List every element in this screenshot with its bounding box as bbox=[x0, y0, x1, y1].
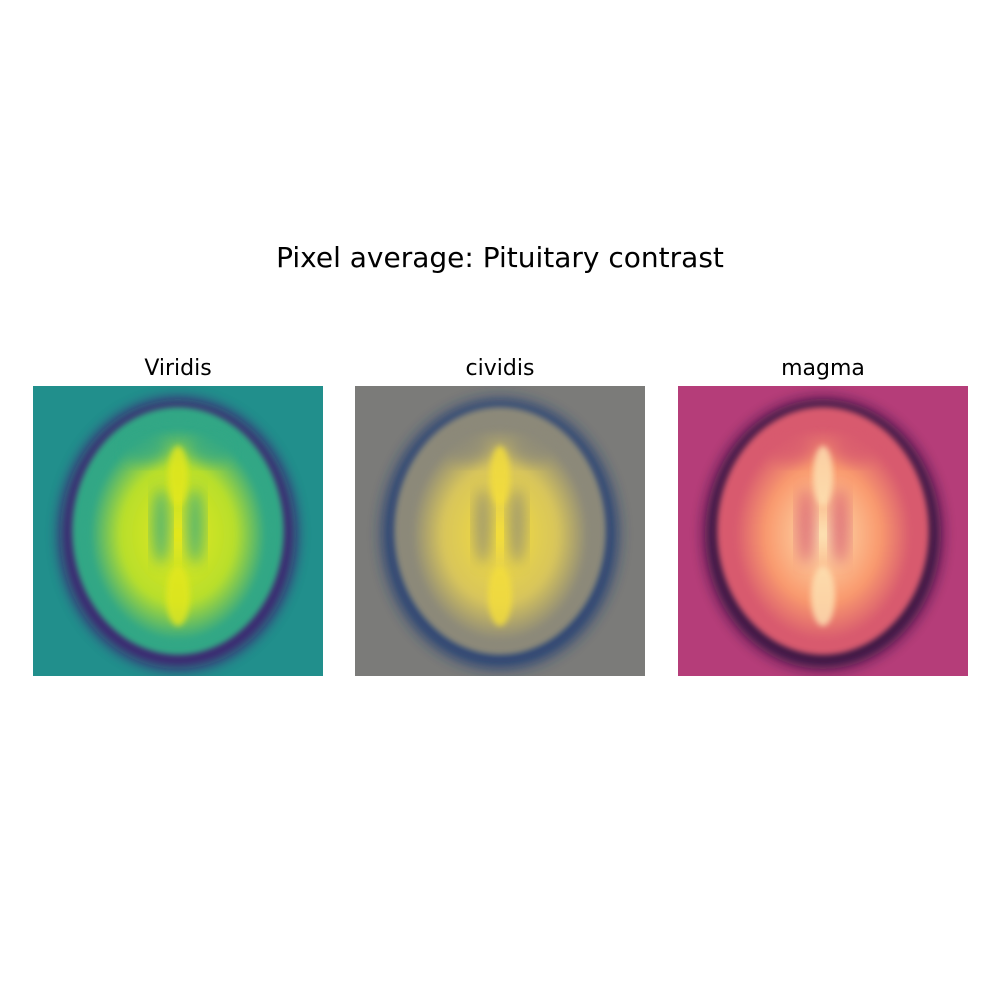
ventricle-left bbox=[152, 488, 170, 564]
panel-title-magma: magma bbox=[781, 356, 865, 381]
brain-image-cividis bbox=[355, 386, 645, 676]
ventricle-left bbox=[797, 488, 815, 564]
frontal-lobe-right bbox=[834, 432, 878, 464]
frontal-lobe-left bbox=[445, 432, 489, 464]
brain-image-magma bbox=[678, 386, 968, 676]
frontal-lobe-right bbox=[189, 432, 233, 464]
figure-title: Pixel average: Pituitary contrast bbox=[276, 241, 724, 274]
ventricle-left bbox=[474, 488, 492, 564]
frontal-lobe-left bbox=[123, 432, 167, 464]
panel-magma: magma bbox=[678, 356, 968, 676]
ventricle-right bbox=[508, 488, 526, 564]
ventricle-right bbox=[831, 488, 849, 564]
panel-viridis: Viridis bbox=[33, 356, 323, 676]
frontal-lobe-right bbox=[511, 432, 555, 464]
ventricle-right bbox=[186, 488, 204, 564]
frontal-lobe-left bbox=[768, 432, 812, 464]
brain-image-viridis bbox=[33, 386, 323, 676]
panel-title-viridis: Viridis bbox=[144, 356, 212, 381]
panel-cividis: cividis bbox=[355, 356, 645, 676]
panel-title-cividis: cividis bbox=[465, 356, 535, 381]
